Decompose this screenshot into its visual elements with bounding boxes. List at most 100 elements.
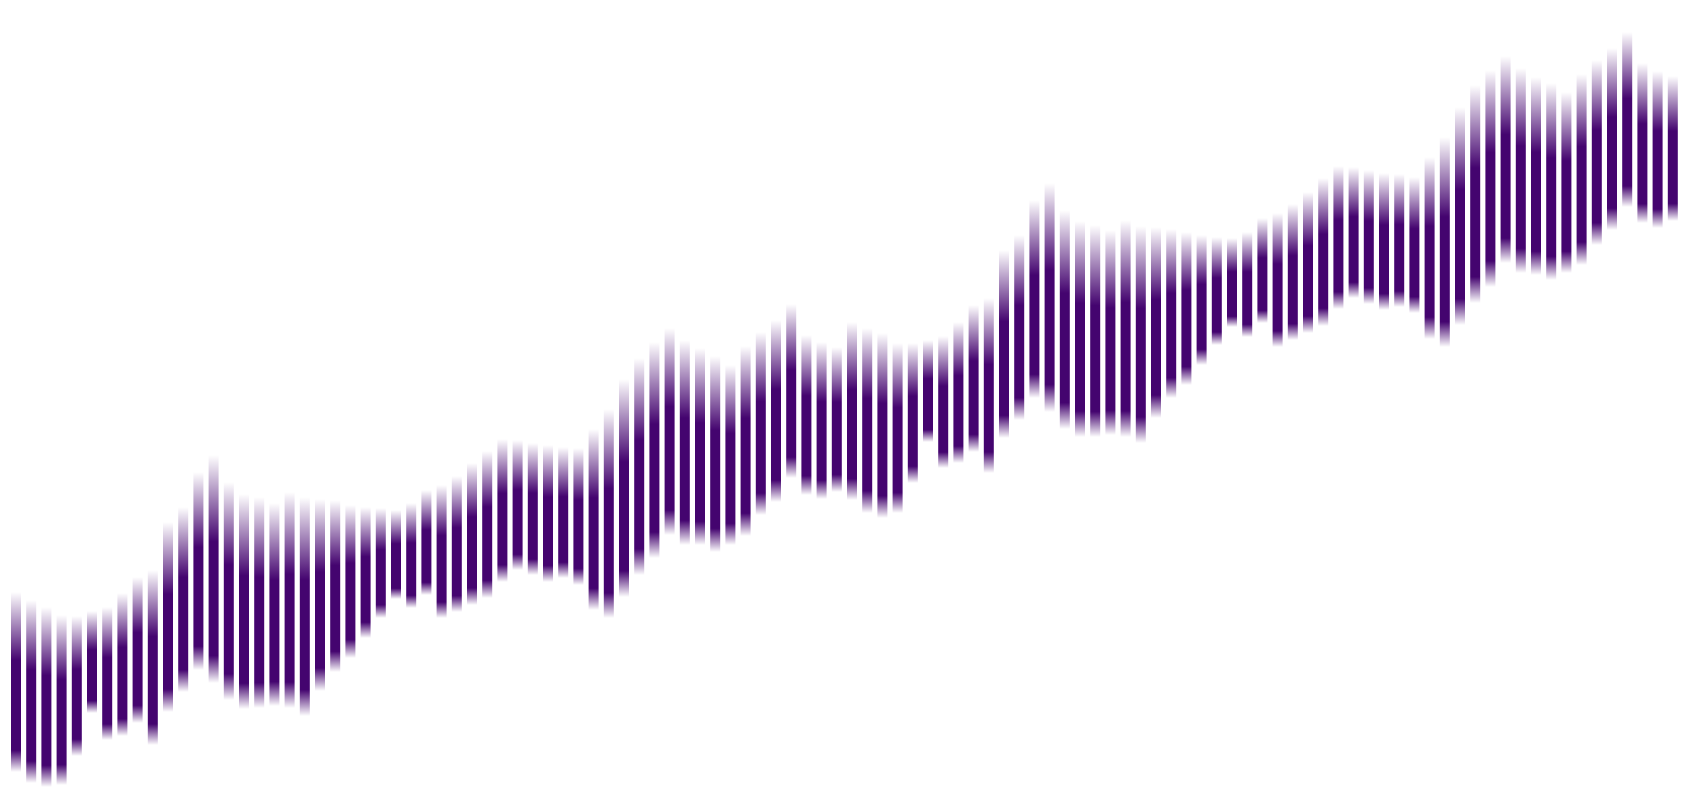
range-bar-107 [1622,32,1633,207]
range-bar-43 [649,342,660,558]
range-bar-75 [1135,226,1146,443]
range-bar-10 [147,570,158,745]
range-bar-76 [1151,227,1161,418]
range-bar-19 [284,492,295,708]
range-bar-83 [1257,218,1268,323]
range-bar-77 [1166,229,1177,398]
range-bar-59 [892,343,903,513]
range-bar-16 [239,494,249,709]
range-bar-71 [1075,221,1085,437]
range-bar-108 [1637,63,1648,223]
range-bar-100 [1515,68,1526,273]
range-bar-13 [193,472,204,670]
range-bar-21 [315,499,325,691]
range-bar-11 [163,522,173,712]
range-bar-29 [436,485,447,618]
range-bar-104 [1576,74,1587,265]
range-bar-24 [360,507,371,638]
range-bar-79 [1196,235,1207,365]
range-bar-103 [1561,92,1572,273]
range-bar-66 [999,250,1009,438]
range-bar-26 [391,510,401,599]
range-bar-106 [1607,48,1617,230]
range-bar-18 [269,503,280,706]
range-bar-68 [1029,200,1040,398]
bars-group [11,32,1678,787]
range-bar-74 [1120,220,1131,437]
range-bar-37 [558,447,569,578]
range-bar-7 [102,607,113,740]
range-bar-78 [1181,232,1192,385]
range-bar-102 [1546,83,1557,280]
range-bar-41 [619,379,629,597]
range-bar-44 [664,328,675,535]
range-bar-109 [1652,71,1663,228]
range-bar-4 [56,615,67,785]
range-bar-34 [512,440,523,570]
range-bar-23 [345,505,356,658]
range-bar-25 [375,508,386,618]
range-bar-32 [482,451,493,598]
range-bar-6 [87,611,97,713]
range-bar-60 [907,343,918,483]
range-bar-39 [588,429,599,610]
range-bar-97 [1470,85,1481,303]
range-bar-50 [755,332,766,515]
range-bar-1 [11,592,21,772]
range-bar-65 [983,298,994,473]
range-bar-54 [816,342,827,499]
range-bar-20 [299,497,310,716]
range-bar-55 [831,347,842,492]
range-bar-92 [1394,174,1405,307]
range-bar-30 [451,476,462,612]
range-bar-81 [1227,238,1237,327]
range-bar-95 [1439,137,1450,347]
range-bar-73 [1105,230,1116,435]
range-bar-85 [1287,204,1298,340]
range-bar-93 [1409,177,1420,313]
range-bar-87 [1318,178,1329,326]
range-bar-91 [1379,173,1389,310]
range-bar-94 [1424,157,1435,339]
range-bar-61 [923,340,933,442]
range-bar-48 [725,365,736,545]
range-bar-51 [771,320,781,502]
range-bar-56 [847,322,857,500]
range-bar-72 [1090,225,1101,437]
range-bar-110 [1667,76,1678,221]
range-bar-86 [1303,192,1313,333]
range-bar-8 [117,593,128,736]
range-bar-101 [1531,77,1541,275]
range-bar-96 [1455,107,1465,325]
range-bar-64 [968,305,979,452]
range-bar-35 [527,443,538,575]
range-bar-38 [573,448,584,585]
range-bar-89 [1348,167,1359,298]
range-bar-5 [71,616,82,756]
range-bar-42 [634,358,645,575]
range-bar-45 [679,340,690,545]
range-bar-82 [1242,232,1253,337]
range-bar-12 [178,507,189,692]
range-bar-62 [938,336,949,468]
range-bar-49 [740,346,751,536]
range-bar-15 [223,482,234,700]
range-bar-67 [1014,235,1025,420]
range-bar-3 [41,607,52,787]
range-bar-80 [1211,237,1222,345]
range-bar-63 [953,322,964,463]
range-bar-69 [1044,183,1055,412]
range-bar-2 [26,600,37,783]
range-bar-99 [1500,56,1511,263]
range-bar-28 [421,490,432,595]
range-bar-52 [786,304,797,478]
range-bar-88 [1333,166,1344,309]
range-bar-105 [1591,60,1602,245]
range-bar-53 [801,335,812,495]
range-bar-46 [695,348,705,545]
range-bar-40 [603,409,614,618]
range-bar-58 [877,333,888,518]
range-bar-57 [862,328,873,513]
range-bar-84 [1272,213,1283,347]
